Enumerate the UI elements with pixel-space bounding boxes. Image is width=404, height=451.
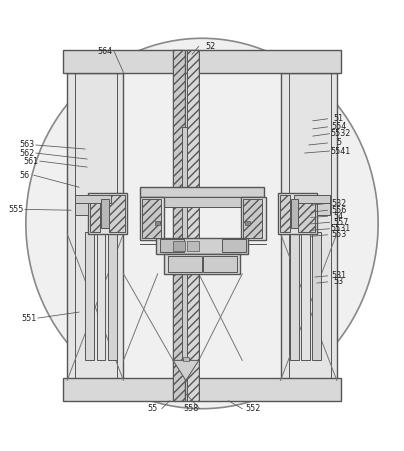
- Bar: [140, 198, 264, 207]
- Text: 562: 562: [19, 148, 34, 157]
- Bar: [140, 198, 164, 239]
- Bar: [280, 195, 290, 232]
- Text: 563: 563: [19, 140, 34, 149]
- Text: 52: 52: [205, 42, 215, 51]
- Bar: [85, 231, 94, 360]
- Bar: [242, 198, 265, 239]
- Text: 55: 55: [148, 404, 158, 413]
- Bar: [63, 378, 341, 400]
- Bar: [160, 239, 184, 252]
- Bar: [301, 231, 310, 360]
- Polygon shape: [173, 360, 199, 381]
- Bar: [187, 51, 199, 400]
- Text: 56: 56: [20, 170, 30, 179]
- Bar: [173, 241, 185, 251]
- Bar: [317, 203, 330, 216]
- Bar: [142, 199, 161, 238]
- Text: 556: 556: [331, 206, 347, 215]
- Bar: [187, 51, 199, 400]
- Bar: [90, 195, 100, 232]
- Text: 558: 558: [183, 404, 198, 413]
- Bar: [75, 195, 112, 203]
- Text: 555: 555: [8, 205, 24, 214]
- Bar: [187, 241, 199, 251]
- Text: 531: 531: [331, 272, 347, 281]
- Bar: [108, 231, 117, 360]
- Ellipse shape: [26, 38, 378, 409]
- Text: 551: 551: [21, 313, 36, 322]
- Text: 557: 557: [333, 218, 349, 227]
- Bar: [140, 187, 264, 198]
- Bar: [183, 357, 189, 361]
- Bar: [182, 127, 187, 360]
- Bar: [155, 221, 160, 225]
- Bar: [222, 239, 246, 252]
- Bar: [280, 73, 337, 381]
- Bar: [97, 231, 105, 360]
- Text: 51: 51: [334, 114, 344, 123]
- Bar: [88, 193, 127, 234]
- Bar: [156, 238, 248, 253]
- Bar: [245, 221, 250, 225]
- Bar: [164, 253, 240, 274]
- Bar: [312, 231, 321, 360]
- Text: 5531: 5531: [331, 224, 351, 233]
- Text: 532: 532: [331, 199, 347, 208]
- Bar: [75, 203, 88, 216]
- Bar: [278, 193, 317, 234]
- Bar: [290, 231, 299, 360]
- Text: 53: 53: [334, 277, 344, 286]
- Text: 5541: 5541: [331, 147, 351, 156]
- Bar: [168, 256, 202, 272]
- Bar: [101, 199, 109, 227]
- Bar: [243, 199, 262, 238]
- Bar: [294, 195, 330, 203]
- Text: 552: 552: [246, 404, 261, 413]
- Bar: [63, 51, 341, 73]
- Bar: [173, 51, 185, 400]
- Text: 564: 564: [98, 47, 113, 56]
- Text: 54: 54: [334, 212, 344, 221]
- Text: 554: 554: [331, 122, 347, 131]
- Text: 553: 553: [331, 230, 347, 239]
- Bar: [109, 195, 125, 232]
- Text: 561: 561: [23, 156, 38, 166]
- Text: 5532: 5532: [331, 129, 351, 138]
- Bar: [67, 73, 124, 381]
- Bar: [290, 199, 298, 227]
- Text: 5: 5: [336, 138, 341, 147]
- Bar: [298, 195, 315, 232]
- Bar: [203, 256, 238, 272]
- Bar: [173, 51, 185, 400]
